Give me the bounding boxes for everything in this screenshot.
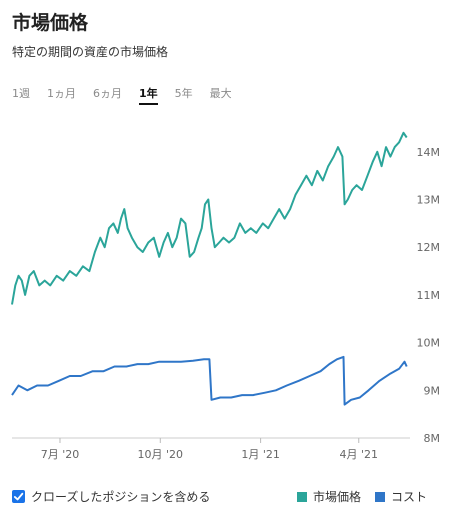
legend-label-market: 市場価格 bbox=[312, 490, 361, 504]
x-tick-label: 10月 '20 bbox=[138, 448, 184, 461]
legend-swatch-cost bbox=[374, 491, 385, 502]
x-tick-label: 4月 '21 bbox=[339, 448, 378, 461]
tab-6m[interactable]: 6ヵ月 bbox=[93, 87, 122, 100]
y-tick-label: 10M bbox=[417, 337, 441, 350]
y-tick-label: 13M bbox=[417, 194, 441, 207]
legend-item-cost: コスト bbox=[374, 488, 427, 505]
page-subtitle: 特定の期間の資産の市場価格 bbox=[12, 45, 169, 59]
legend-item-market: 市場価格 bbox=[296, 488, 361, 505]
tab-1m[interactable]: 1ヵ月 bbox=[47, 87, 76, 100]
legend: 市場価格 コスト bbox=[283, 488, 427, 505]
series-line-1 bbox=[11, 355, 408, 406]
tab-1y[interactable]: 1年 bbox=[139, 85, 158, 105]
tab-5y[interactable]: 5年 bbox=[174, 87, 193, 100]
include-closed-positions[interactable]: クローズしたポジションを含める bbox=[12, 488, 210, 505]
legend-swatch-market bbox=[296, 491, 307, 502]
series-line-0 bbox=[11, 131, 408, 305]
page-title: 市場価格 bbox=[12, 12, 89, 34]
range-tabs: 1週 1ヵ月 6ヵ月 1年 5年 最大 bbox=[12, 85, 232, 105]
y-tick-label: 8M bbox=[424, 432, 441, 445]
checkbox[interactable] bbox=[12, 490, 25, 503]
y-tick-label: 14M bbox=[417, 146, 441, 159]
x-tick-label: 7月 '20 bbox=[41, 448, 80, 461]
tab-max[interactable]: 最大 bbox=[209, 87, 232, 100]
tab-1w[interactable]: 1週 bbox=[12, 87, 30, 100]
legend-label-cost: コスト bbox=[390, 490, 427, 504]
checkbox-label: クローズしたポジションを含める bbox=[31, 490, 211, 504]
y-tick-label: 9M bbox=[424, 384, 441, 397]
y-tick-label: 11M bbox=[417, 289, 441, 302]
x-tick-label: 1月 '21 bbox=[241, 448, 280, 461]
y-tick-label: 12M bbox=[417, 241, 441, 254]
checkmark-icon bbox=[13, 492, 24, 501]
line-chart: 8M 9M 10M 11M 12M 13M 14M 7月 '20 10月 '20 1月 '21 4月… bbox=[11, 131, 441, 461]
